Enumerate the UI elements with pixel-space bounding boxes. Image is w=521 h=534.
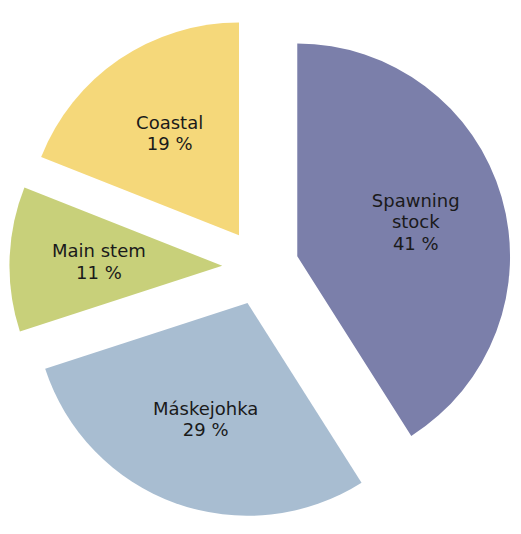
slice-value: 19 % [147,133,193,154]
labels: Spawningstock41 % Máskejohka29 % Main stem… [52,112,460,440]
slice-label: Máskejohka29 % [153,398,258,441]
slice-value: 41 % [393,233,439,254]
slice-category: Coastal [136,112,203,133]
slice-category: Spawningstock [372,190,460,233]
chart: Spawningstock41 % Máskejohka29 % Main stem… [0,0,521,534]
slice-value: 29 % [183,419,229,440]
pie: Spawningstock41 % Máskejohka29 % Main stem… [9,23,510,516]
slice-category-line: Máskejohka [153,398,258,419]
slice-label: Coastal19 % [136,112,203,155]
slice-value: 11 % [76,262,122,283]
slices [9,23,510,516]
pie-slice [45,303,361,516]
slice-label: Spawningstock41 % [372,190,460,254]
slice-category-line: Coastal [136,112,203,133]
slice-category-line: Spawning [372,190,460,211]
slice-category-line: stock [392,211,440,232]
pie-slice [41,23,239,236]
slice-category: Main stem [52,240,146,261]
pie-slice [297,44,510,436]
slice-category: Máskejohka [153,398,258,419]
slice-category-line: Main stem [52,240,146,261]
slice-label: Main stem11 % [52,240,146,283]
